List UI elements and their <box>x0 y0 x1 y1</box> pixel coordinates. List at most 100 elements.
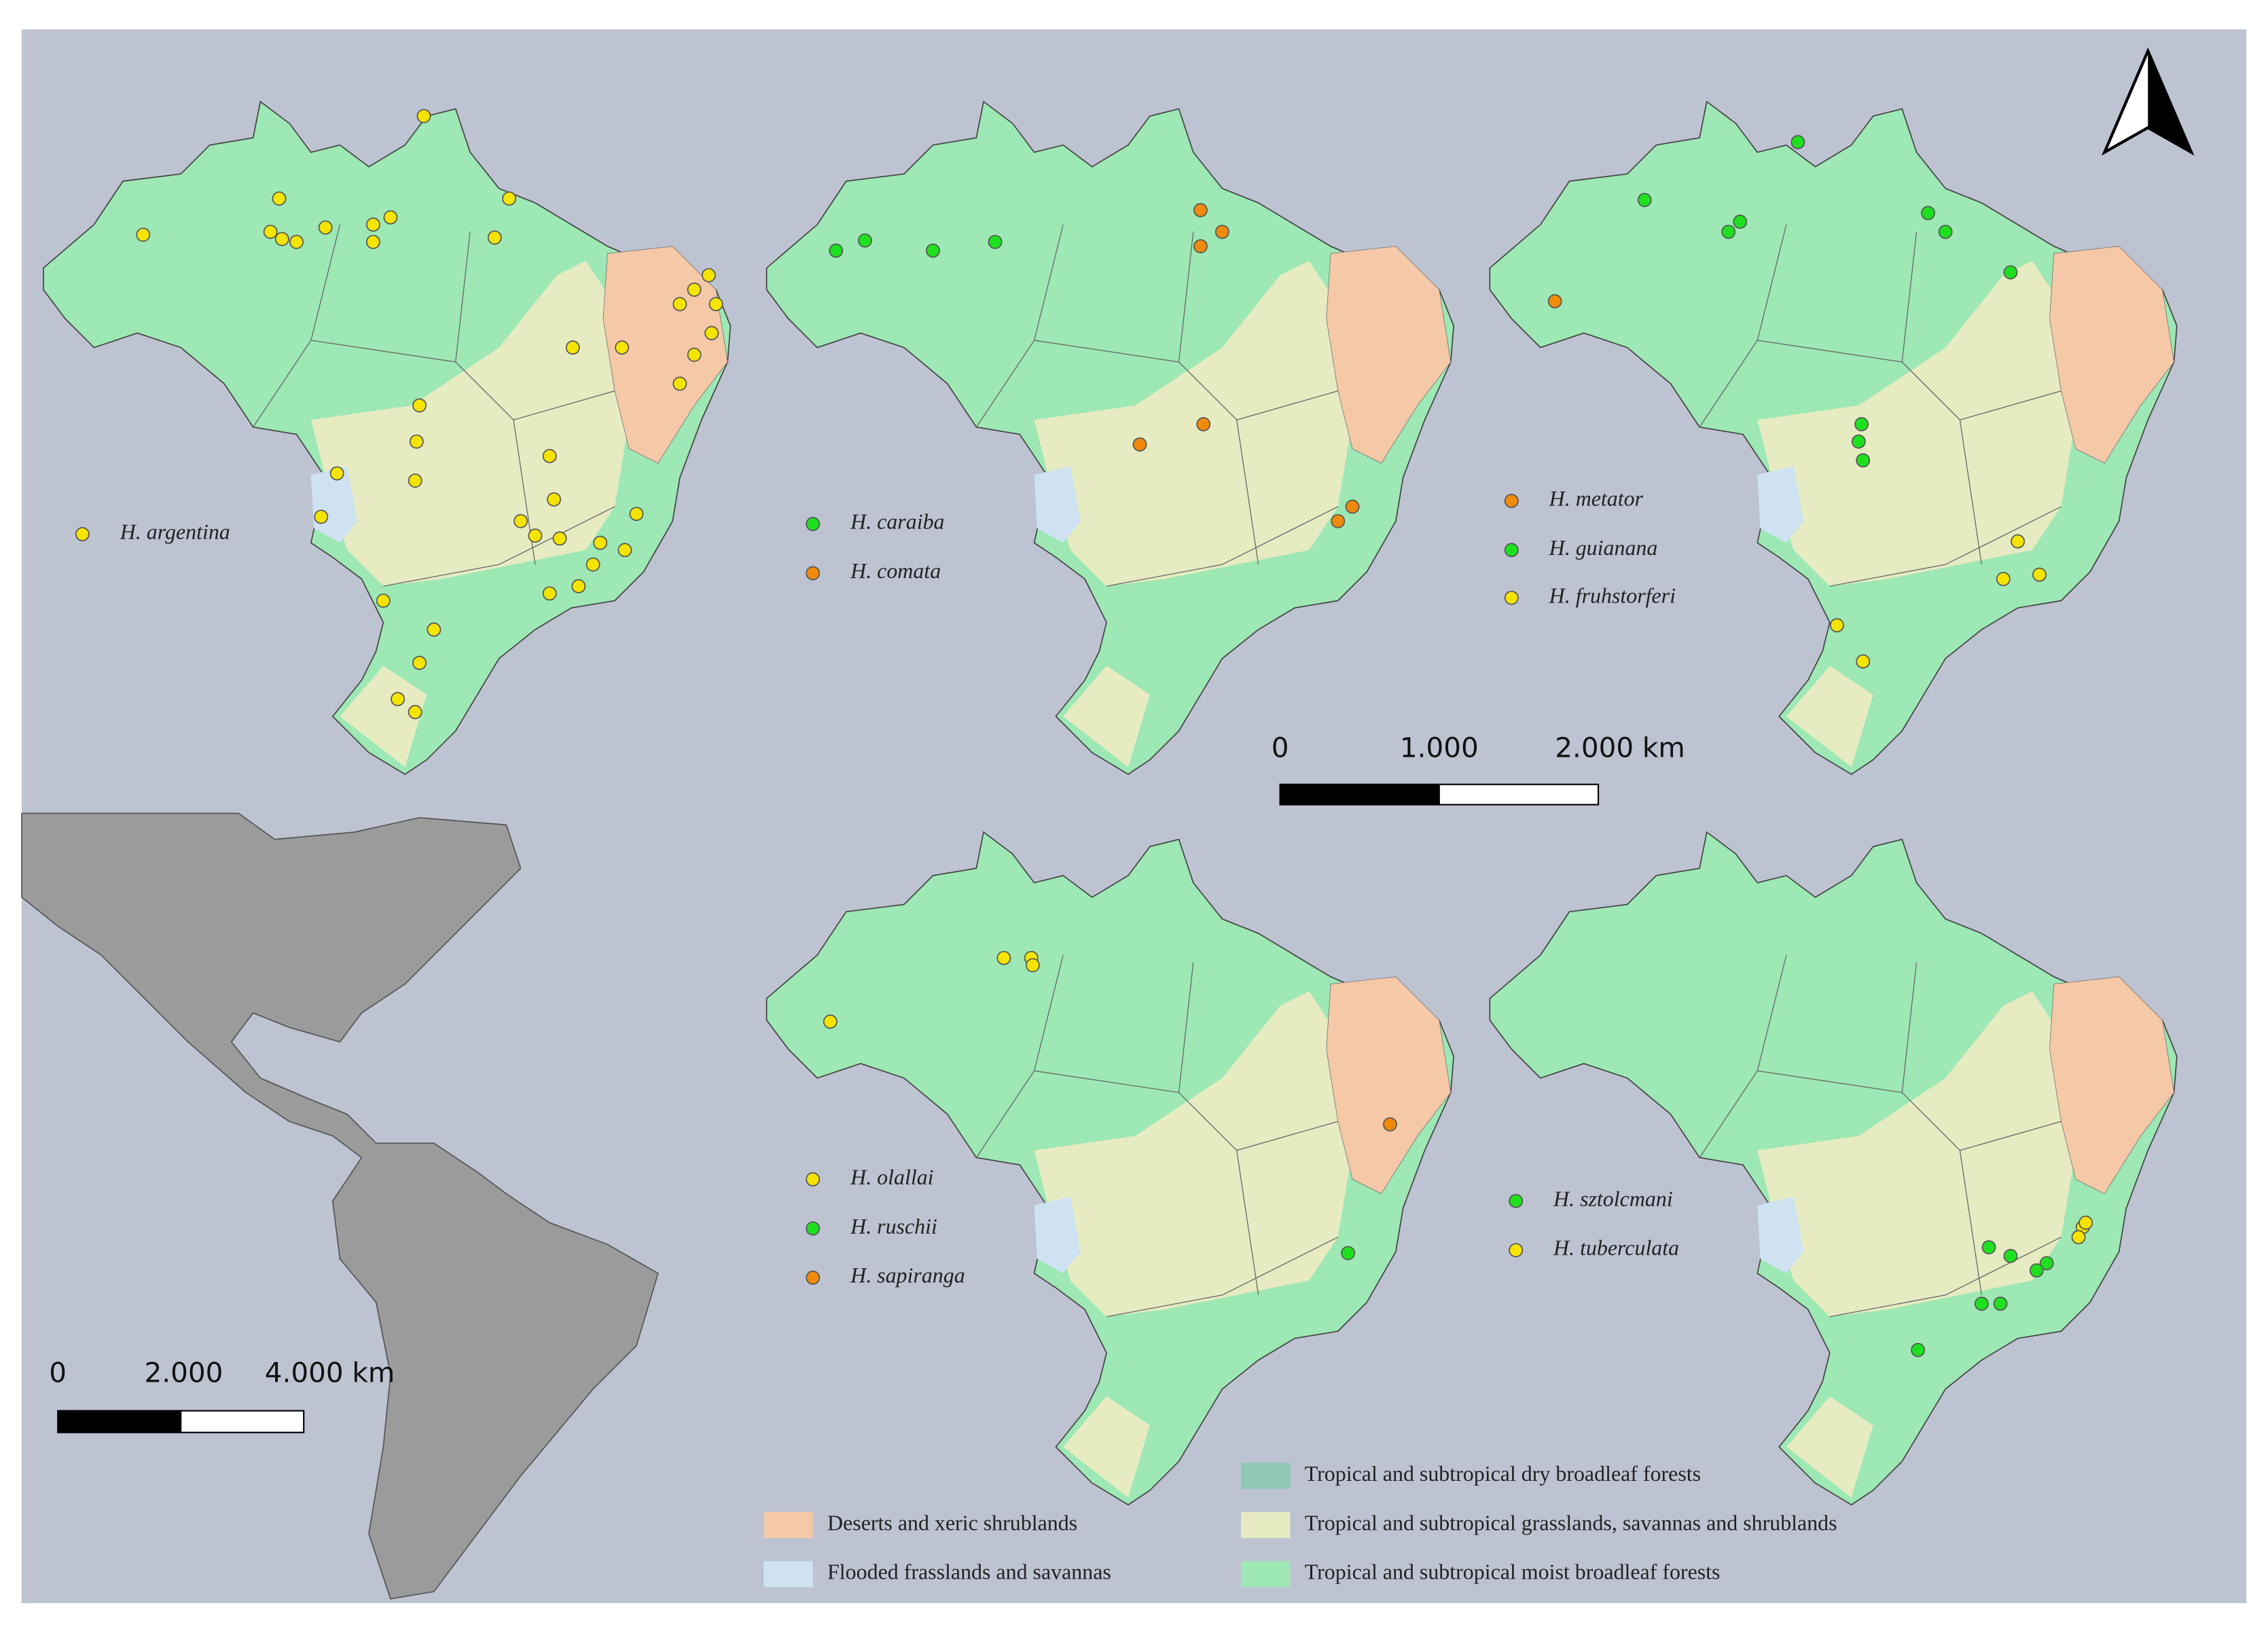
desert <box>602 246 728 464</box>
legend-marker <box>1509 1242 1524 1257</box>
legend-label: H. sztolcmani <box>1553 1187 1673 1211</box>
occurrence-point <box>1854 417 1869 431</box>
maps: H. argentina H. caraiba H. comata H. metato… <box>43 101 2178 1506</box>
occurrence-point <box>2011 534 2026 549</box>
legend-marker <box>806 1221 821 1236</box>
occurrence-point <box>1921 206 1936 221</box>
occurrence-point <box>687 347 702 362</box>
scale-black <box>1279 783 1440 806</box>
occurrence-point <box>617 543 632 558</box>
scale-label: 0 <box>49 1357 67 1389</box>
legend-marker <box>1504 590 1519 605</box>
occurrence-point <box>1996 571 2011 586</box>
occurrence-point <box>857 233 872 248</box>
occurrence-point <box>1790 135 1805 149</box>
legend-marker <box>806 1270 821 1285</box>
occurrence-point <box>1026 958 1040 973</box>
occurrence-point <box>502 191 517 206</box>
occurrence-point <box>1132 437 1147 452</box>
occurrence-point <box>2003 1249 2018 1263</box>
occurrence-point <box>1382 1117 1397 1132</box>
legend-marker <box>806 566 821 581</box>
occurrence-point <box>672 376 687 391</box>
flooded <box>1034 1196 1081 1274</box>
occurrence-point <box>593 535 608 550</box>
occurrence-point <box>1547 294 1562 308</box>
occurrence-point <box>1974 1296 1989 1311</box>
occurrence-point <box>365 217 380 232</box>
occurrence-point <box>552 531 567 546</box>
occurrence-point <box>318 220 333 235</box>
flooded <box>1034 466 1081 543</box>
occurrence-point <box>272 191 287 206</box>
grassland <box>1757 991 2076 1498</box>
desert <box>2049 246 2175 464</box>
occurrence-point <box>988 234 1003 249</box>
occurrence-point <box>487 230 502 245</box>
legend-marker <box>806 1172 821 1187</box>
state-borders <box>975 224 1339 587</box>
occurrence-point <box>2078 1215 2093 1230</box>
biome-label: Flooded frasslands and savannas <box>827 1560 1111 1584</box>
occurrence-point <box>365 234 380 249</box>
flooded <box>1757 466 1804 543</box>
occurrence-point <box>383 210 398 225</box>
occurrence-point <box>408 473 422 488</box>
occurrence-point <box>416 109 431 124</box>
biome-swatch <box>1241 1511 1291 1539</box>
occurrence-point <box>542 448 557 463</box>
grassland <box>1034 991 1353 1498</box>
grassland <box>1757 260 2076 768</box>
occurrence-point <box>1193 202 1208 217</box>
scale-label: 2.000 km <box>1555 732 1685 764</box>
occurrence-point <box>263 224 278 239</box>
legend-label: H. argentina <box>120 520 230 544</box>
occurrence-point <box>547 492 562 507</box>
legend-marker <box>1504 543 1519 558</box>
occurrence-point <box>615 340 630 355</box>
occurrence-point <box>1193 239 1208 253</box>
legend-marker <box>1504 493 1519 508</box>
occurrence-point <box>1637 192 1652 207</box>
occurrence-point <box>672 297 687 312</box>
occurrence-point <box>1993 1296 2008 1311</box>
occurrence-point <box>823 1014 838 1029</box>
biome-swatch <box>763 1511 813 1539</box>
scale-label: 2.000 <box>145 1357 223 1389</box>
occurrence-point <box>412 398 427 413</box>
occurrence-point <box>528 528 543 543</box>
legend-label: H. metator <box>1549 487 1644 511</box>
biome-label: Tropical and subtropical grasslands, sav… <box>1305 1511 1837 1535</box>
legend-label: H. fruhstorferi <box>1549 584 1676 607</box>
occurrence-point <box>412 656 427 670</box>
occurrence-point <box>926 243 940 258</box>
legend-label: H. caraiba <box>850 510 944 534</box>
occurrence-point <box>409 434 424 449</box>
occurrence-point <box>1911 1342 1926 1357</box>
brazil-map <box>766 101 1454 775</box>
occurrence-point <box>514 514 528 528</box>
state-borders <box>1699 954 2062 1317</box>
legend-label: H. ruschii <box>850 1215 937 1238</box>
occurrence-point <box>1829 618 1844 632</box>
biome-swatch <box>1241 1561 1291 1588</box>
occurrence-point <box>542 586 557 601</box>
brazil-map <box>1489 831 2178 1506</box>
grassland <box>1034 260 1353 768</box>
desert <box>1326 246 1452 464</box>
occurrence-point <box>2003 265 2018 280</box>
occurrence-point <box>704 325 719 340</box>
legend-label: H. sapiranga <box>850 1263 965 1287</box>
occurrence-point <box>391 692 406 706</box>
occurrence-point <box>314 509 329 524</box>
biome-swatch <box>1241 1463 1291 1489</box>
occurrence-point <box>996 950 1011 965</box>
occurrence-point <box>376 593 391 608</box>
occurrence-point <box>829 243 844 258</box>
legend-label: H. tuberculata <box>1553 1236 1679 1260</box>
occurrence-point <box>1851 434 1866 449</box>
occurrence-point <box>1938 224 1953 239</box>
occurrence-point <box>571 579 586 594</box>
occurrence-point <box>1856 453 1871 468</box>
occurrence-point <box>408 704 422 719</box>
